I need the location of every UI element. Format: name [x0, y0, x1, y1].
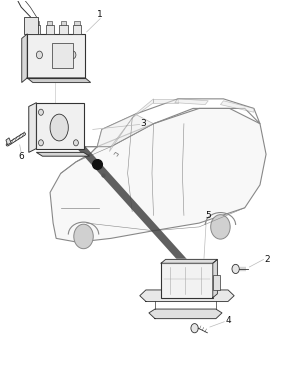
- Bar: [59, 25, 68, 34]
- Text: 1: 1: [97, 10, 103, 19]
- Bar: [24, 17, 38, 34]
- Bar: [47, 21, 52, 25]
- Polygon shape: [6, 138, 11, 145]
- Text: 4: 4: [225, 316, 231, 325]
- Text: 5: 5: [205, 211, 211, 220]
- Circle shape: [70, 51, 76, 59]
- Circle shape: [211, 215, 230, 239]
- Polygon shape: [50, 109, 266, 242]
- Bar: [61, 21, 66, 25]
- Polygon shape: [109, 114, 135, 152]
- Text: 3: 3: [140, 119, 146, 128]
- Circle shape: [38, 109, 43, 115]
- Polygon shape: [213, 259, 217, 298]
- Bar: [161, 263, 213, 298]
- Bar: [33, 21, 39, 25]
- Bar: [45, 25, 54, 34]
- Polygon shape: [149, 309, 222, 319]
- Polygon shape: [27, 78, 91, 82]
- Polygon shape: [36, 152, 90, 156]
- Circle shape: [38, 140, 43, 146]
- Ellipse shape: [50, 114, 68, 141]
- Polygon shape: [220, 101, 254, 112]
- Polygon shape: [154, 99, 178, 103]
- Text: 6: 6: [18, 152, 24, 161]
- Bar: [32, 25, 40, 34]
- Circle shape: [74, 224, 93, 249]
- Bar: [73, 25, 81, 34]
- Circle shape: [232, 264, 239, 273]
- Bar: [213, 275, 220, 290]
- Circle shape: [36, 51, 42, 59]
- Polygon shape: [161, 259, 217, 263]
- Polygon shape: [140, 290, 234, 301]
- Polygon shape: [22, 34, 27, 82]
- Circle shape: [73, 140, 78, 146]
- Polygon shape: [132, 99, 154, 118]
- Bar: [74, 21, 80, 25]
- Circle shape: [191, 324, 198, 333]
- Polygon shape: [29, 103, 36, 152]
- Polygon shape: [97, 114, 154, 147]
- Bar: [36, 103, 84, 149]
- Text: 2: 2: [265, 255, 270, 264]
- Polygon shape: [175, 99, 208, 105]
- Bar: [52, 44, 73, 68]
- Bar: [27, 34, 85, 78]
